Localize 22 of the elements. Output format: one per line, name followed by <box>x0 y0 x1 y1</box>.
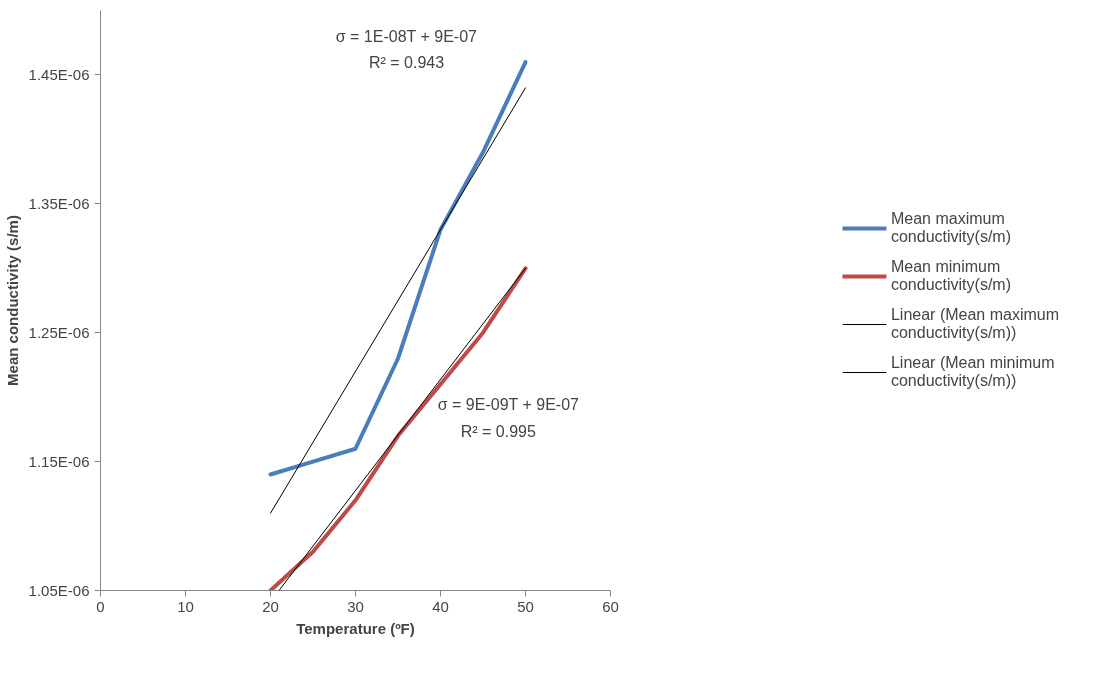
legend-label: Mean minimum conductivity(s/m) <box>890 258 1011 294</box>
annotation: R² = 0.943 <box>368 54 445 72</box>
x-tick-label: 10 <box>177 597 194 615</box>
x-tick-label: 30 <box>347 597 364 615</box>
x-tick-label: 50 <box>517 597 534 615</box>
legend-label: Linear (Mean minimum conductivity(s/m)) <box>890 354 1055 390</box>
legend-label: Linear (Mean maximum conductivity(s/m)) <box>890 306 1060 342</box>
y-tick-label: 1.35E-06 <box>28 195 90 213</box>
x-tick-label: 0 <box>96 597 105 615</box>
y-tick-label: 1.05E-06 <box>28 582 90 599</box>
legend-label: Mean maximum conductivity(s/m) <box>890 210 1011 246</box>
y-axis-title: Mean conductivity (s/m) <box>3 215 21 386</box>
x-tick-label: 20 <box>262 597 279 615</box>
annotation: σ = 1E-08T + 9E-07 <box>335 28 478 46</box>
x-tick-label: 60 <box>602 597 619 615</box>
y-tick-label: 1.45E-06 <box>28 66 90 84</box>
y-tick-label: 1.25E-06 <box>28 324 90 342</box>
annotation: σ = 9E-09T + 9E-07 <box>437 396 580 414</box>
x-axis-title: Temperature (ºF) <box>296 619 415 637</box>
y-tick-label: 1.15E-06 <box>28 453 90 471</box>
annotation: R² = 0.995 <box>460 422 536 440</box>
x-tick-label: 40 <box>432 597 449 615</box>
